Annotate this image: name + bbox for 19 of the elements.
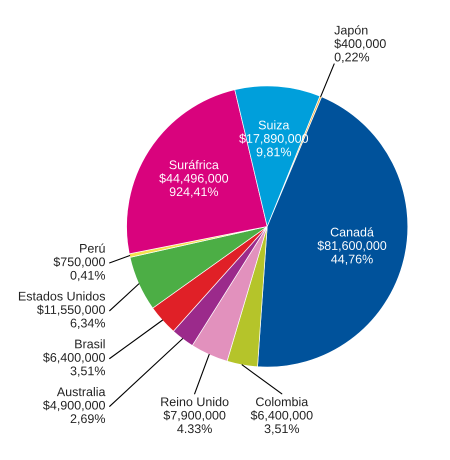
data-label: $81,600,000 44,76% bbox=[317, 240, 386, 265]
slice-label: Suiza bbox=[258, 120, 290, 130]
slice-label: Australia bbox=[56, 387, 106, 396]
data-label: $750,000 0,41% bbox=[53, 256, 106, 282]
data-label: $44,496,000 924,41% bbox=[159, 173, 228, 198]
slice-label: Estados Unidos bbox=[18, 291, 106, 301]
slice-label: Canadá bbox=[330, 227, 374, 237]
data-label: $400,000 0,22% bbox=[334, 38, 386, 63]
data-label: $6,400,000 3,51% bbox=[43, 352, 106, 377]
slice-label: Colombia bbox=[256, 397, 308, 406]
data-label: $11,550,000 6,34% bbox=[37, 304, 106, 329]
data-label: $6,400,000 3,51% bbox=[250, 410, 313, 435]
slice-label: Perú bbox=[80, 243, 105, 253]
slice-label: Japón bbox=[334, 25, 368, 38]
slice-label: Brasil bbox=[75, 339, 105, 348]
slice-label: Suráfrica bbox=[169, 160, 219, 170]
data-label: $4,900,000 2,69% bbox=[43, 400, 106, 425]
slice-label: Reino Unido bbox=[161, 397, 228, 406]
data-label: $7,900,000 4.33% bbox=[163, 410, 226, 434]
